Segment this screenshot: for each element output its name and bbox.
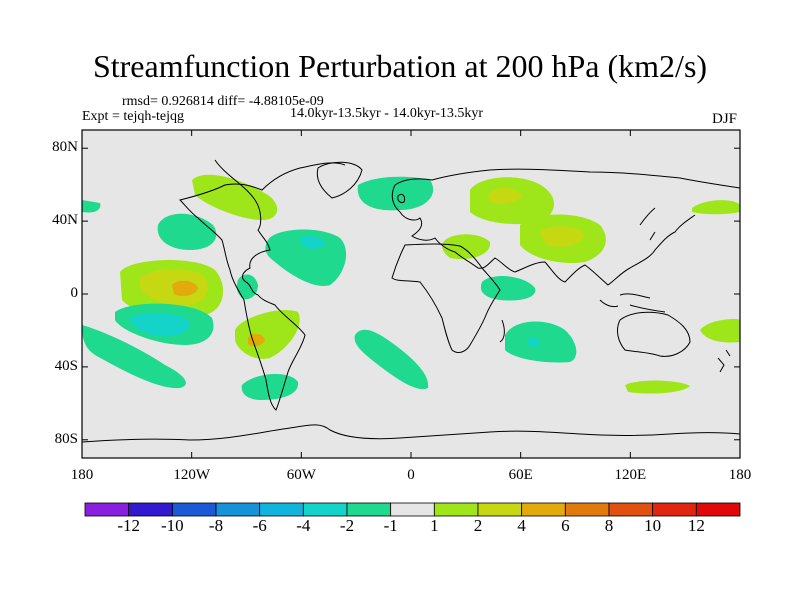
- lon-tick-label: 120E: [614, 467, 647, 483]
- season-label: DJF: [712, 111, 738, 127]
- colorbar-label: 12: [687, 516, 705, 535]
- colorbar-swatch: [433, 502, 479, 517]
- lon-tick-label: 120W: [173, 467, 210, 483]
- coast-eurasia: [391, 168, 740, 286]
- region-sw-pacific-pos: [700, 319, 740, 343]
- region-caribbean-neg: [236, 274, 258, 300]
- colorbar-label: 10: [644, 516, 662, 535]
- region-south-pacific-arc: [82, 325, 186, 389]
- coast-north-america: [179, 159, 346, 411]
- region-indian-ocean-neg: [505, 321, 577, 363]
- colorbar-label: -4: [296, 516, 311, 535]
- lon-tick-label: 0: [407, 467, 415, 483]
- lat-tick-label: 80S: [54, 430, 78, 447]
- region-south-pacific-core: [130, 313, 191, 337]
- lat-tick-label: 40S: [54, 357, 78, 374]
- colorbar-swatch: [259, 502, 304, 517]
- colorbar-label: -10: [160, 516, 184, 535]
- colorbar-swatch: [128, 502, 173, 517]
- region-indian-ocean-core: [528, 337, 540, 347]
- colorbar-swatch: [171, 502, 217, 517]
- region-middle-east-pos: [442, 234, 491, 260]
- shaded-field: [82, 174, 740, 400]
- colorbar-label: 8: [604, 516, 614, 535]
- coastlines: [82, 159, 740, 443]
- lon-tick-label: 180: [728, 467, 752, 483]
- lat-tick-label: 40N: [52, 212, 78, 229]
- chart-title: Streamfunction Perturbation at 200 hPa (…: [92, 48, 708, 84]
- colorbar-swatch: [477, 502, 523, 517]
- region-west-pacific-pos: [692, 200, 740, 215]
- colorbar-swatch: [390, 502, 435, 517]
- coast-new-zealand: [717, 349, 731, 373]
- lon-tick-label: 180: [70, 467, 94, 483]
- colorbar-swatch: [652, 502, 697, 517]
- colorbar-swatch: [302, 502, 348, 517]
- colorbar-swatch: [215, 502, 261, 517]
- coast-australia: [617, 311, 691, 357]
- colorbar-label: 1: [430, 516, 439, 535]
- coast-se-asia-islands: [599, 293, 666, 313]
- lat-tick-label: 0: [70, 285, 79, 301]
- colorbar-label: -12: [117, 516, 140, 535]
- lon-tick-label: 60W: [286, 467, 316, 483]
- lat-tick-label: 80N: [52, 139, 78, 156]
- coast-uk: [397, 193, 405, 203]
- period-label: 14.0kyr-13.5kyr - 14.0kyr-13.5kyr: [290, 106, 484, 121]
- colorbar-swatch: [608, 502, 654, 517]
- lon-tick-label: 60E: [508, 467, 533, 483]
- region-north-atlantic-neg: [265, 229, 347, 286]
- coast-madagascar: [499, 319, 505, 343]
- experiment-label: Expt = tejqh-tejqg: [82, 109, 184, 124]
- colorbar-swatch: [695, 502, 741, 517]
- region-south-america-pos: [235, 310, 300, 359]
- colorbar-swatch: [346, 502, 392, 517]
- region-southern-indian-pos: [625, 380, 690, 394]
- region-south-atlantic-neg: [241, 374, 299, 400]
- region-eurasia-pos-core: [488, 187, 522, 204]
- colorbar-label: -1: [383, 516, 398, 535]
- colorbar-swatch: [84, 502, 130, 517]
- colorbar-label: -2: [339, 516, 355, 535]
- coast-greenland: [316, 161, 363, 199]
- region-north-pacific-pos: [192, 174, 278, 220]
- region-west-atlantic-neg: [82, 200, 101, 213]
- coast-antarctica: [82, 424, 740, 443]
- colorbar: [84, 502, 741, 517]
- stats-label: rmsd= 0.926814 diff= -4.88105e-09: [122, 94, 324, 109]
- colorbar-label: 6: [561, 516, 570, 535]
- region-europe-neg: [357, 176, 434, 211]
- region-south-america-core: [248, 333, 265, 347]
- colorbar-swatch: [521, 502, 566, 517]
- coast-africa: [391, 243, 501, 353]
- axis-ticks: [81, 130, 741, 458]
- region-south-atlantic-band: [354, 329, 429, 390]
- region-ne-pacific-neg: [157, 213, 217, 250]
- colorbar-label: -8: [208, 516, 224, 535]
- region-north-atlantic-core: [300, 235, 325, 249]
- region-tropical-pacific-core: [172, 280, 198, 296]
- colorbar-label: 2: [473, 516, 483, 535]
- colorbar-label: -6: [252, 516, 267, 535]
- coast-japan: [639, 207, 656, 241]
- colorbar-swatch: [564, 502, 610, 517]
- colorbar-label: 4: [517, 516, 526, 535]
- region-asia-pos-core: [540, 226, 585, 247]
